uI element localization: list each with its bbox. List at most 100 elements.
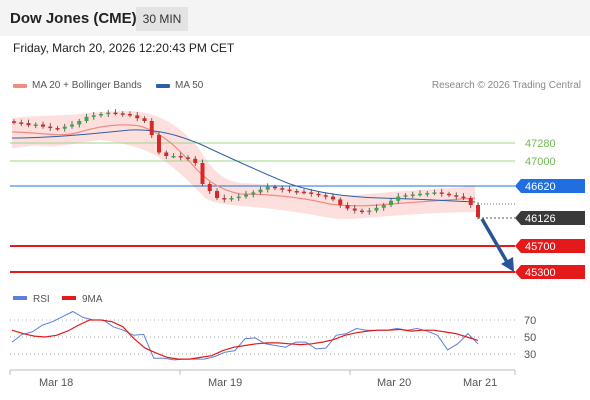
candlestick-series xyxy=(12,109,480,220)
rsi-9ma-line xyxy=(11,319,479,360)
candle-body xyxy=(207,184,212,191)
candle-body xyxy=(84,116,89,121)
candle-body xyxy=(309,192,314,194)
candle-body xyxy=(171,156,176,158)
candle-body xyxy=(120,113,125,115)
candle-body xyxy=(142,118,147,121)
rsi-tick-70: 70 xyxy=(524,315,536,327)
candle-body xyxy=(186,157,190,159)
candle-body xyxy=(302,191,306,194)
candle-body xyxy=(389,200,393,205)
instrument-title: Dow Jones (CME) xyxy=(10,10,137,27)
candle-body xyxy=(62,126,67,129)
level-label-46620: 46620 xyxy=(525,181,556,193)
ma9-legend-label: 9MA xyxy=(82,294,103,305)
candle-body xyxy=(439,192,444,194)
x-label-mar20: Mar 20 xyxy=(377,377,411,389)
candle-body xyxy=(287,189,292,192)
candle-body xyxy=(55,128,60,130)
level-label-45700: 45700 xyxy=(525,241,556,253)
candle-body xyxy=(149,121,154,135)
copyright-note: Research © 2026 Trading Central xyxy=(431,80,581,91)
candle-body xyxy=(258,189,263,193)
top-bar: Dow Jones (CME) 30 MIN xyxy=(0,0,590,36)
ma50-legend-label: MA 50 xyxy=(175,80,204,91)
projection-arrowhead xyxy=(501,257,514,272)
candle-body xyxy=(345,205,350,209)
candle-body xyxy=(70,124,74,127)
candle-body xyxy=(418,193,422,196)
rsi-legend-swatch xyxy=(13,296,27,300)
candle-body xyxy=(374,207,379,211)
candle-body xyxy=(244,194,248,197)
candle-body xyxy=(99,114,103,116)
candle-body xyxy=(331,196,335,200)
x-label-mar21: Mar 21 xyxy=(463,377,497,389)
candle-body xyxy=(33,124,38,126)
candle-body xyxy=(135,115,140,119)
candle-body xyxy=(113,112,118,115)
candle-body xyxy=(461,196,466,199)
candle-body xyxy=(352,208,357,211)
candle-body xyxy=(48,126,53,129)
ma9-legend-swatch xyxy=(62,296,76,300)
candle-body xyxy=(425,193,430,195)
candle-body xyxy=(323,195,328,197)
candle-body xyxy=(200,163,205,184)
candle-body xyxy=(229,198,234,200)
candle-body xyxy=(476,205,480,218)
candle-body xyxy=(236,196,241,199)
candle-body xyxy=(367,210,372,213)
level-label-47280: 47280 xyxy=(525,138,556,150)
rsi-tick-30: 30 xyxy=(524,349,536,361)
x-label-mar19: Mar 19 xyxy=(208,377,242,389)
projection-arrow xyxy=(480,218,509,263)
ma50-line xyxy=(11,129,476,203)
candle-body xyxy=(215,191,219,198)
rsi-tick-50: 50 xyxy=(524,332,536,344)
candle-body xyxy=(41,124,45,127)
ma20-legend-swatch xyxy=(13,84,27,88)
candle-body xyxy=(447,193,451,196)
support-tag-45300: 45300 xyxy=(515,265,585,279)
candle-body xyxy=(12,121,16,123)
candle-body xyxy=(251,192,256,195)
support-tag-45700: 45700 xyxy=(515,239,585,253)
candle-body xyxy=(396,196,401,201)
candle-body xyxy=(294,191,299,193)
timestamp: Friday, March 20, 2026 12:20:43 PM CET xyxy=(13,41,235,55)
last-price-label: 46126 xyxy=(525,213,556,225)
candle-body xyxy=(360,210,364,213)
candle-body xyxy=(222,198,227,200)
candle-body xyxy=(316,193,321,196)
last-price-tag: 46126 xyxy=(515,211,585,225)
ma20-legend-label: MA 20 + Bollinger Bands xyxy=(32,80,142,91)
candle-body xyxy=(128,114,132,116)
candle-body xyxy=(410,194,415,196)
timeframe-button[interactable]: 30 MIN xyxy=(136,7,188,31)
candle-body xyxy=(106,112,111,115)
pivot-tag: 46620 xyxy=(515,179,585,193)
candle-body xyxy=(265,186,270,190)
candle-body xyxy=(26,123,31,126)
candle-body xyxy=(193,158,198,163)
candle-body xyxy=(19,122,24,124)
level-label-45300: 45300 xyxy=(525,267,556,279)
candle-body xyxy=(432,192,437,194)
candle-body xyxy=(157,135,161,153)
candle-body xyxy=(403,195,408,197)
rsi-legend-label: RSI xyxy=(33,294,50,305)
bollinger-band xyxy=(12,111,475,220)
x-label-mar18: Mar 18 xyxy=(39,377,73,389)
candle-body xyxy=(178,156,183,158)
ma50-legend-swatch xyxy=(156,84,170,88)
candle-body xyxy=(468,198,473,205)
rsi-line xyxy=(11,310,479,361)
candle-body xyxy=(381,205,386,208)
candle-body xyxy=(77,121,82,125)
level-label-47000: 47000 xyxy=(525,156,556,168)
candle-body xyxy=(338,199,343,205)
candle-body xyxy=(164,152,169,156)
candle-body xyxy=(273,186,277,189)
